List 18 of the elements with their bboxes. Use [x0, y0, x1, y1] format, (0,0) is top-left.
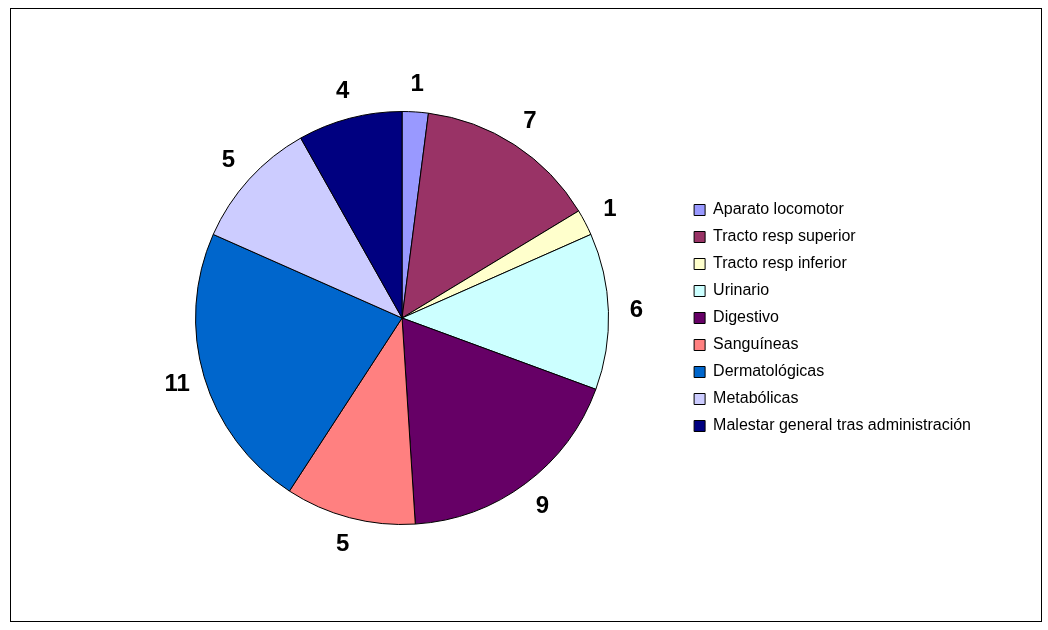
- data-label: 5: [335, 529, 350, 557]
- data-label: 6: [629, 295, 644, 323]
- legend-label: Malestar general tras administración: [713, 416, 971, 434]
- legend-label: Aparato locomotor: [713, 200, 845, 218]
- legend-label: Tracto resp inferior: [713, 254, 848, 272]
- legend-label: Digestivo: [713, 308, 780, 326]
- data-label: 1: [410, 68, 424, 96]
- legend-label: Tracto resp superior: [713, 227, 857, 245]
- data-label: 7: [523, 106, 537, 134]
- data-label: 9: [535, 490, 549, 518]
- legend-label: Urinario: [713, 281, 770, 299]
- data-label: 4: [335, 75, 350, 103]
- legend-label: Sanguíneas: [713, 335, 799, 353]
- data-label: 5: [221, 144, 236, 172]
- data-label: 1: [603, 194, 617, 222]
- data-label: 11: [164, 369, 190, 397]
- legend-label: Metabólicas: [713, 389, 799, 407]
- legend-label: Dermatológicas: [713, 362, 825, 380]
